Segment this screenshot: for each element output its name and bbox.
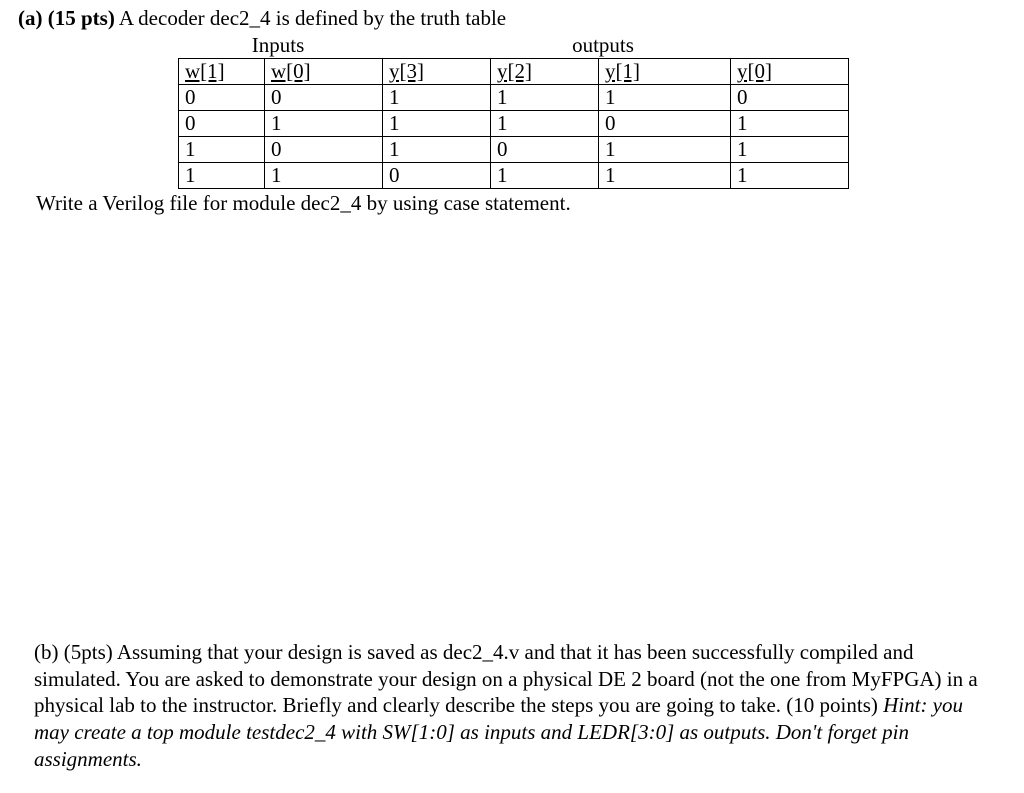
header-outputs: outputs (458, 33, 748, 58)
cell: 1 (491, 111, 599, 137)
cell: 1 (383, 111, 491, 137)
col-header: y[3] (383, 59, 491, 85)
header-inputs: Inputs (178, 33, 378, 58)
part-a-prefix: (a) (15 pts) (18, 6, 115, 30)
col-header: y[2] (491, 59, 599, 85)
cell: 1 (731, 163, 849, 189)
table-row: 1 1 0 1 1 1 (179, 163, 849, 189)
part-a-intro-text: A decoder dec2_4 is defined by the truth… (115, 6, 506, 30)
cell: 0 (491, 137, 599, 163)
table-header-labels: Inputs outputs (178, 33, 1006, 58)
cell: 1 (599, 163, 731, 189)
cell: 1 (491, 163, 599, 189)
cell: 1 (265, 163, 383, 189)
col-header: w[0] (265, 59, 383, 85)
cell: 0 (179, 85, 265, 111)
cell: 1 (599, 137, 731, 163)
cell: 0 (599, 111, 731, 137)
cell: 1 (179, 163, 265, 189)
cell: 1 (179, 137, 265, 163)
table-row: 0 1 1 1 0 1 (179, 111, 849, 137)
truth-table: w[1] w[0] y[3] y[2] y[1] y[0] 0 0 1 1 1 … (178, 58, 849, 189)
cell: 1 (383, 137, 491, 163)
col-header: y[1] (599, 59, 731, 85)
cell: 1 (731, 137, 849, 163)
cell: 0 (265, 137, 383, 163)
table-header-row: w[1] w[0] y[3] y[2] y[1] y[0] (179, 59, 849, 85)
cell: 1 (491, 85, 599, 111)
cell: 1 (731, 111, 849, 137)
cell: 1 (265, 111, 383, 137)
cell: 0 (265, 85, 383, 111)
cell: 0 (179, 111, 265, 137)
cell: 1 (383, 85, 491, 111)
table-row: 0 0 1 1 1 0 (179, 85, 849, 111)
cell: 1 (599, 85, 731, 111)
cell: 0 (383, 163, 491, 189)
col-header: y[0] (731, 59, 849, 85)
col-header: w[1] (179, 59, 265, 85)
part-a-intro: (a) (15 pts) A decoder dec2_4 is defined… (18, 6, 1006, 31)
table-row: 1 0 1 0 1 1 (179, 137, 849, 163)
cell: 0 (731, 85, 849, 111)
part-b-text: (b) (5pts) Assuming that your design is … (34, 639, 996, 773)
part-b-body: (b) (5pts) Assuming that your design is … (34, 640, 978, 718)
part-a-instruction: Write a Verilog file for module dec2_4 b… (36, 191, 1006, 216)
